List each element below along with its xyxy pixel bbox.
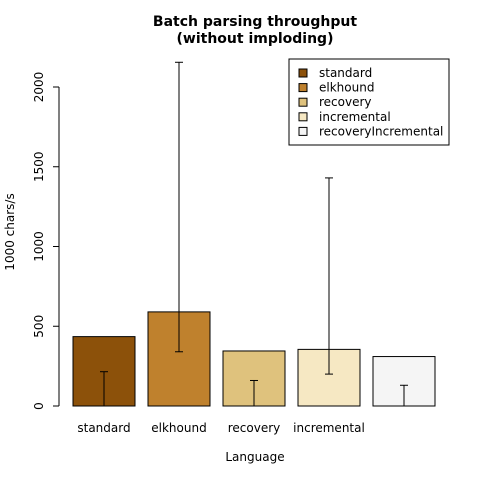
chart-title-line-2: (without imploding) (177, 31, 334, 47)
y-tick-label-1: 0 (32, 402, 46, 410)
x-axis-label: Language (225, 450, 284, 464)
bar-3 (222, 350, 286, 407)
legend-swatch-1 (298, 68, 308, 78)
y-tick-label-5: 2000 (32, 72, 46, 103)
legend-frame (288, 58, 450, 146)
plot-area: standard elkhound recovery incremental05001… (32, 61, 436, 435)
legend-label-5: recoveryIncremental (319, 124, 443, 138)
legend-swatch-4 (298, 112, 308, 122)
legend-label-3: recovery (319, 95, 372, 109)
chart-title-line-1: Batch parsing throughput (153, 14, 357, 30)
x-tick-label-2: elkhound (151, 421, 206, 435)
y-tick-label-3: 1000 (32, 231, 46, 262)
y-tick-label-2: 500 (32, 315, 46, 338)
chart-legend: standardelkhoundrecoveryincrementalrecov… (288, 58, 450, 146)
x-tick-label-1: standard (77, 421, 130, 435)
y-axis-label: 1000 chars/s (3, 193, 17, 270)
y-tick-label-4: 1500 (32, 151, 46, 182)
legend-label-2: elkhound (319, 81, 374, 95)
legend-label-1: standard (319, 66, 372, 80)
legend-swatch-5 (298, 126, 308, 136)
bar-4 (297, 348, 361, 407)
chart-title: Batch parsing throughput (without implod… (153, 14, 357, 47)
legend-label-4: incremental (319, 110, 391, 124)
legend-swatch-3 (298, 97, 308, 107)
x-tick-label-3: recovery (228, 421, 281, 435)
x-tick-label-4: incremental (293, 421, 365, 435)
legend-swatch-2 (298, 83, 308, 93)
